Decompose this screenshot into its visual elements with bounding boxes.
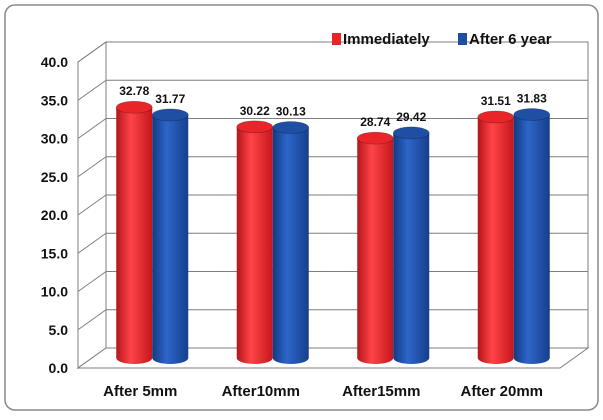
data-label: 29.42 — [396, 110, 426, 124]
bar-top-cap — [513, 108, 551, 121]
data-label: 30.13 — [276, 105, 306, 119]
gridline-side — [77, 41, 107, 63]
x-axis-ticks: After 5mm After10mm After15mm After 20mm — [103, 383, 543, 400]
bar-top-cap — [392, 126, 430, 140]
bar-body — [477, 116, 514, 364]
y-tick-label: 10.0 — [41, 284, 68, 300]
gridline-side — [77, 118, 107, 139]
y-tick-label: 20.0 — [41, 207, 68, 223]
bar-top-cap — [115, 100, 153, 114]
data-labels: 32.78 31.77 30.22 30.13 28.74 29.42 31.51 31.83 — [119, 84, 547, 129]
bar-immediately-after-5mm — [115, 100, 153, 364]
legend: Immediately After 6 year — [332, 31, 552, 48]
bar-top-cap — [477, 110, 515, 124]
gridline-side — [77, 156, 107, 178]
bar-body — [152, 114, 189, 364]
gridline-side — [77, 79, 107, 101]
bar-top-cap — [356, 131, 394, 145]
bar-body — [513, 114, 550, 364]
data-label: 28.74 — [360, 115, 390, 129]
bar-top-cap — [272, 121, 310, 134]
bar-immediately-after-20mm — [477, 110, 515, 364]
legend-label-after-6-year: After 6 year — [469, 31, 552, 48]
x-tick-label: After10mm — [222, 383, 300, 400]
gridline-side — [77, 232, 107, 254]
legend-swatch-immediately — [332, 33, 341, 45]
bar-after-6-year-after15mm — [392, 126, 430, 364]
bar-top-cap — [236, 120, 274, 134]
y-tick-label: 30.0 — [41, 131, 68, 147]
bar-after-6-year-after10mm — [272, 121, 310, 365]
bar-after-6-year-after-5mm — [151, 108, 189, 364]
y-tick-label: 25.0 — [41, 169, 68, 185]
data-label: 31.51 — [481, 94, 511, 108]
gridline-side — [77, 309, 107, 331]
bar-body — [393, 132, 430, 364]
chart-floor — [76, 347, 590, 369]
bar-body — [357, 138, 394, 364]
bar-body — [236, 126, 273, 364]
bar-top-cap — [151, 108, 189, 122]
bar-immediately-after15mm — [356, 131, 394, 364]
data-label: 31.77 — [155, 92, 185, 106]
bar-body — [272, 127, 309, 365]
bar-after-6-year-after-20mm — [513, 108, 551, 364]
gridline-side — [77, 194, 107, 216]
x-tick-label: After 20mm — [460, 383, 543, 400]
bars — [115, 100, 551, 365]
data-label: 31.83 — [517, 92, 547, 106]
gridline-side — [77, 271, 107, 292]
x-tick-label: After 5mm — [103, 383, 177, 400]
data-label: 30.22 — [240, 104, 270, 118]
bar-immediately-after10mm — [236, 120, 274, 364]
legend-swatch-after-6-year — [458, 33, 467, 45]
y-tick-label: 15.0 — [41, 245, 68, 261]
y-tick-label: 35.0 — [41, 92, 68, 108]
x-tick-label: After15mm — [342, 383, 420, 400]
data-label: 32.78 — [119, 84, 149, 98]
y-tick-label: 40.0 — [41, 54, 68, 70]
floor-plane — [76, 347, 590, 369]
legend-label-immediately: Immediately — [343, 31, 430, 48]
y-tick-label: 0.0 — [49, 360, 69, 376]
y-axis-ticks: 0.0 5.0 10.0 15.0 20.0 25.0 30.0 35.0 40.0 — [41, 54, 68, 376]
y-tick-label: 5.0 — [49, 322, 69, 338]
bar-body — [116, 107, 153, 364]
